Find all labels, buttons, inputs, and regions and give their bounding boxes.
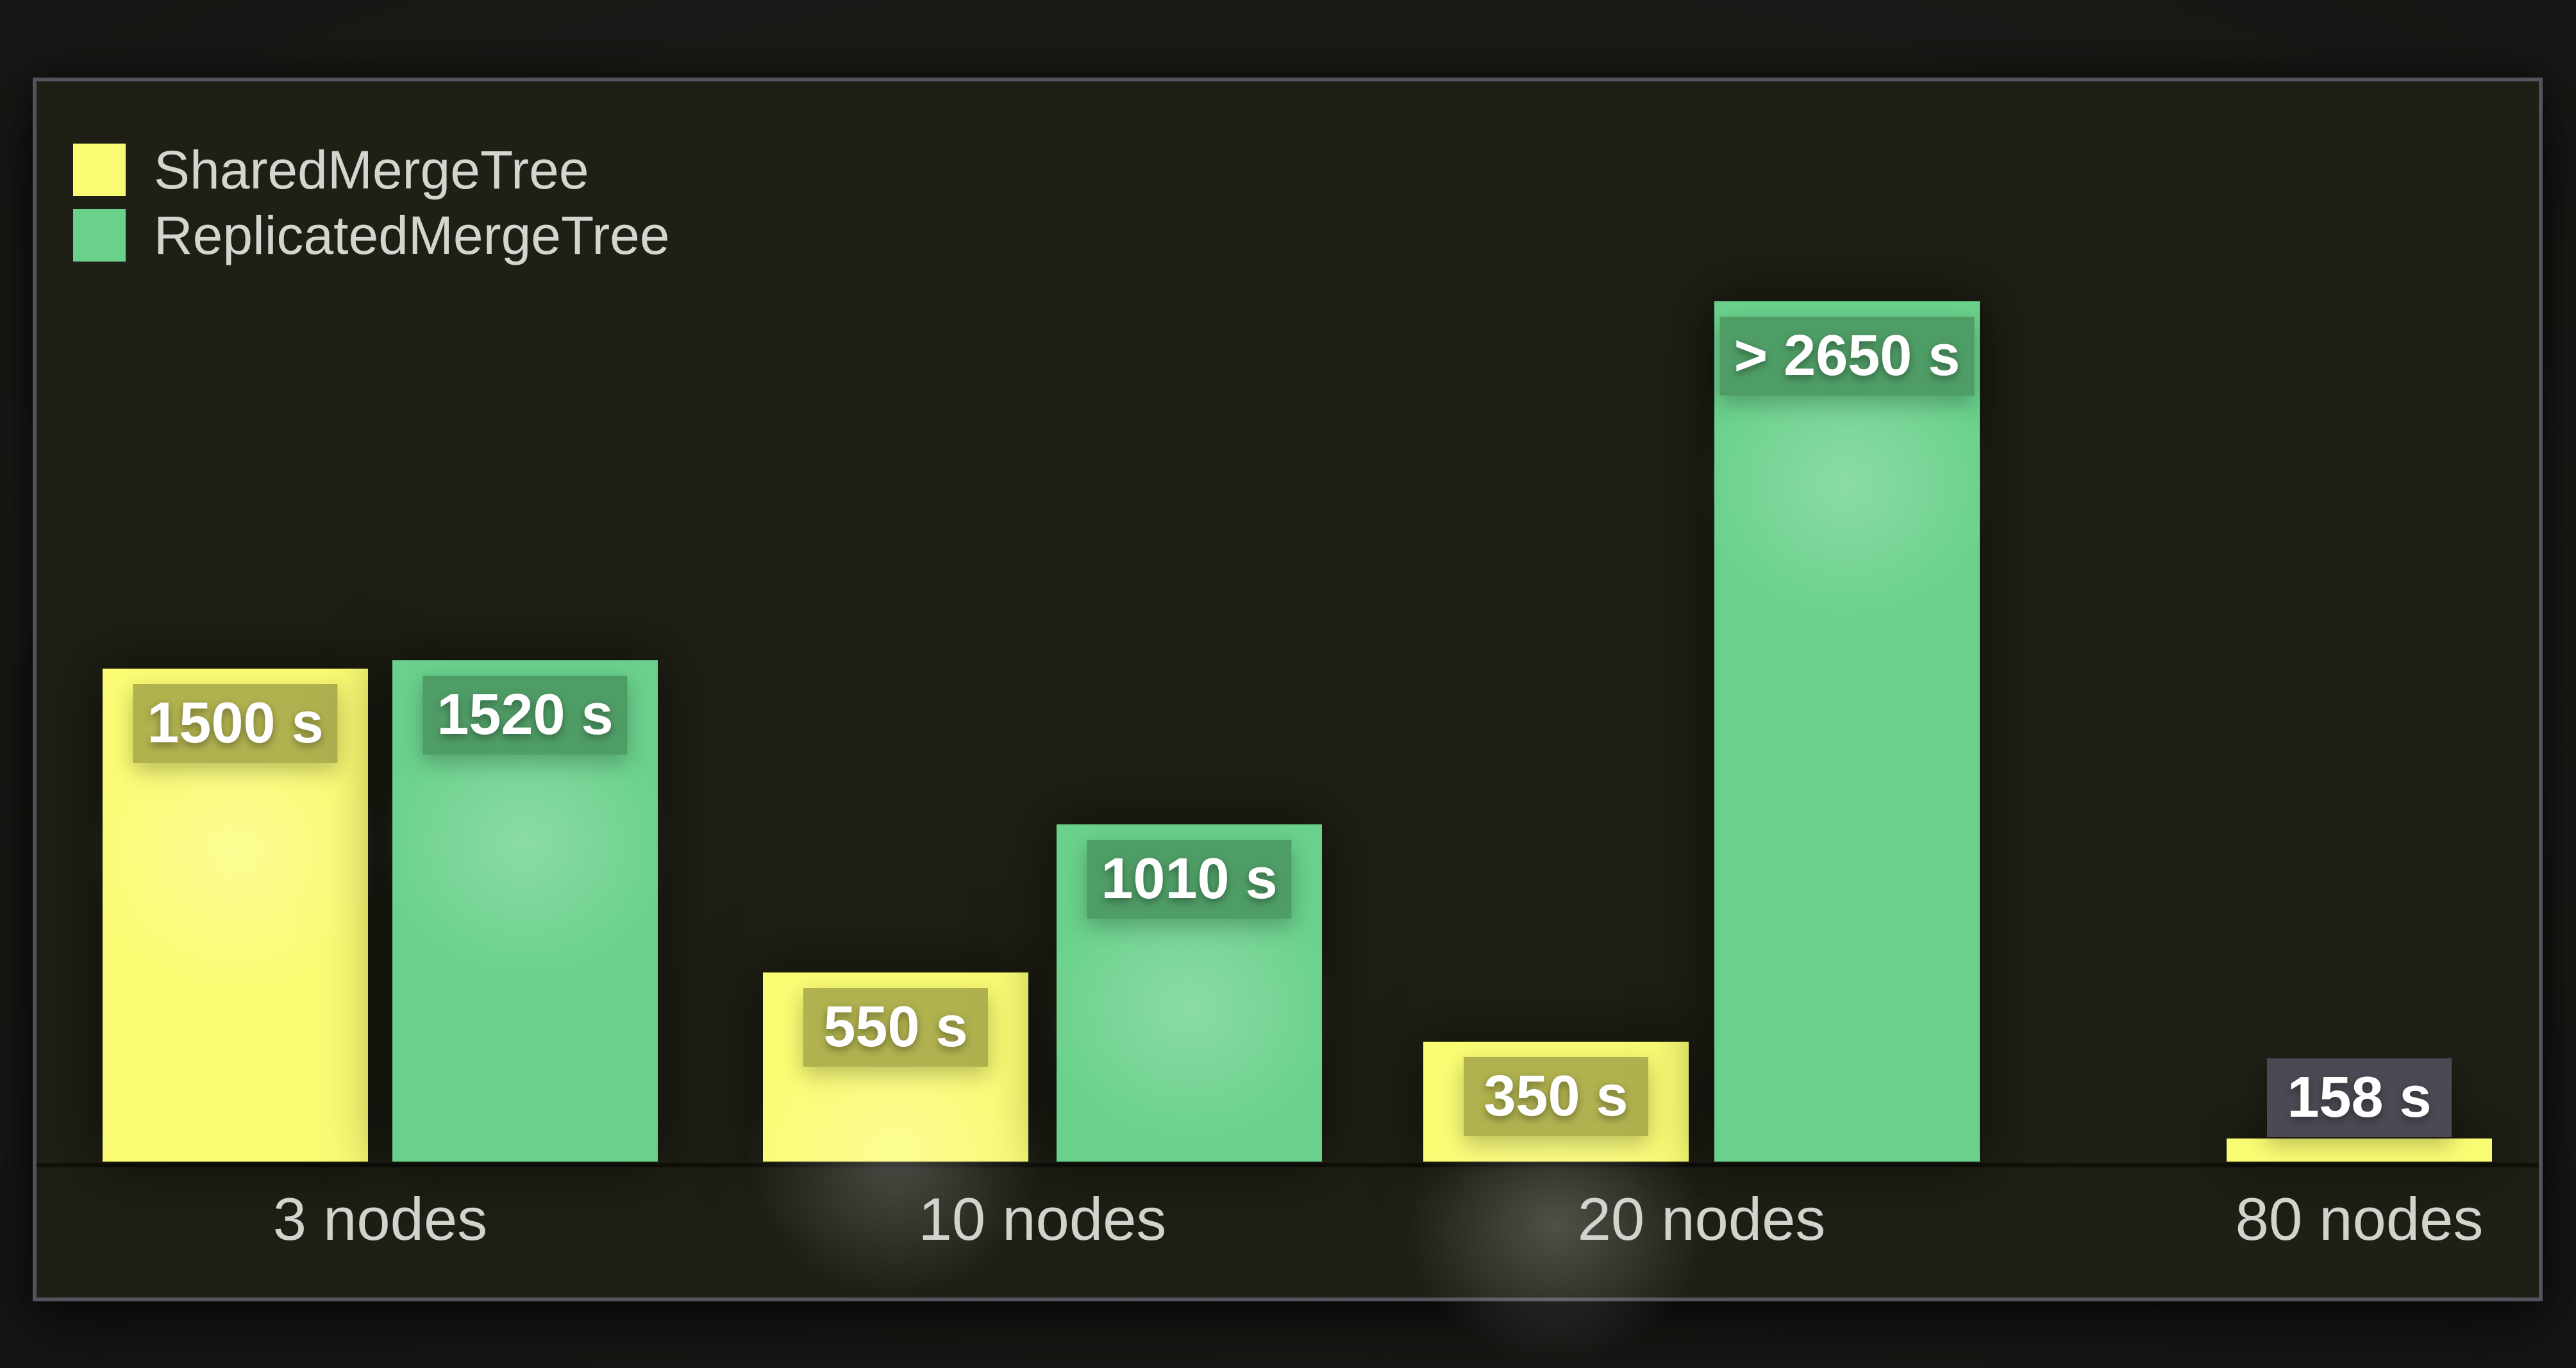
legend-item-sharedmergetree: SharedMergeTree <box>73 143 670 197</box>
bar-replicatedmergetree-10-nodes: 1010 s <box>1041 824 1338 1162</box>
bar-replicatedmergetree-20-nodes: > 2650 s <box>1698 301 1996 1162</box>
legend-item-replicatedmergetree: ReplicatedMergeTree <box>73 208 670 262</box>
legend-swatch-yellow-icon <box>73 144 126 196</box>
bar-value-label: 158 s <box>2267 1058 2452 1137</box>
bar-value-label: 1500 s <box>133 684 338 763</box>
x-axis-label-80-nodes: 80 nodes <box>2235 1185 2484 1253</box>
legend: SharedMergeTree ReplicatedMergeTree <box>73 143 670 262</box>
bar-sharedmergetree-10-nodes: 550 s <box>747 972 1044 1293</box>
bar-replicatedmergetree-3-nodes: 1520 s <box>376 660 674 1162</box>
x-axis-label-20-nodes: 20 nodes <box>1577 1185 1826 1253</box>
legend-label: SharedMergeTree <box>154 140 589 200</box>
legend-swatch-green-icon <box>73 209 126 262</box>
bar-value-label: 1520 s <box>422 676 628 755</box>
bar-sharedmergetree-3-nodes: 1500 s <box>87 669 384 1162</box>
bar-value-label: 350 s <box>1464 1057 1648 1136</box>
x-axis-line <box>37 1163 2538 1167</box>
x-axis-label-10-nodes: 10 nodes <box>918 1185 1167 1253</box>
bar-value-label: 550 s <box>803 988 988 1067</box>
legend-label: ReplicatedMergeTree <box>154 205 670 265</box>
x-axis-label-3-nodes: 3 nodes <box>272 1185 488 1253</box>
bar-sharedmergetree-80-nodes: 158 s <box>2227 1058 2492 1162</box>
bar-sharedmergetree-20-nodes: 350 s <box>1407 1042 1705 1362</box>
bar-value-label: 1010 s <box>1087 840 1292 919</box>
bar-value-label: > 2650 s <box>1719 317 1975 396</box>
